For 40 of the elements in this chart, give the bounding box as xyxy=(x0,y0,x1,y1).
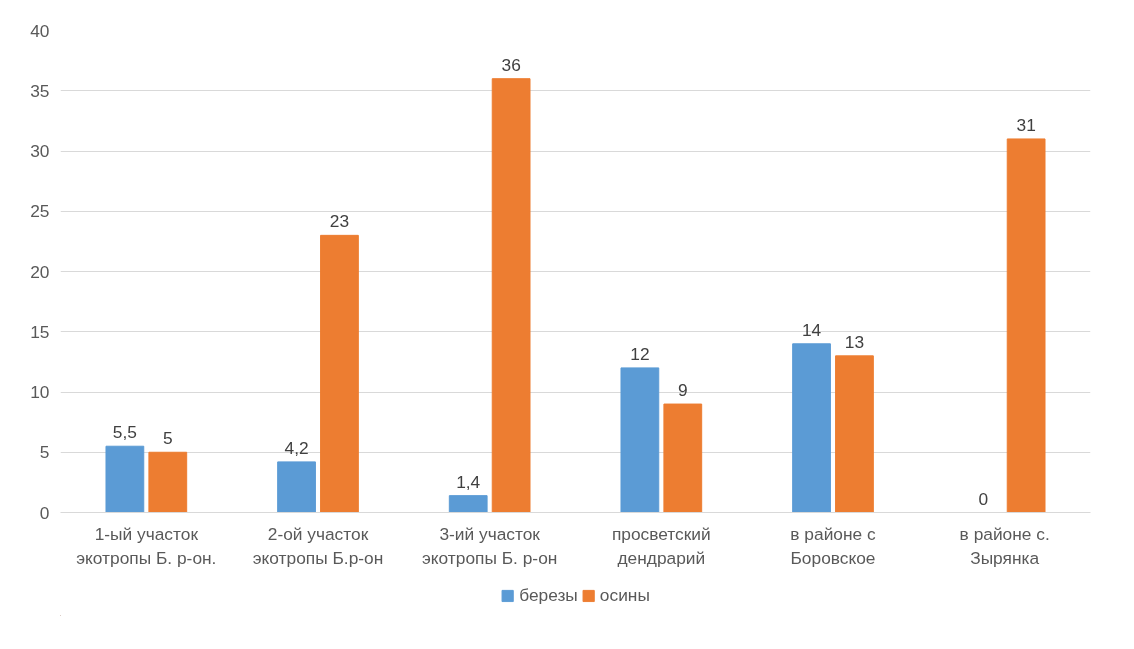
y-tick-label: 40 xyxy=(30,20,50,41)
y-tick-label: 15 xyxy=(30,321,50,342)
x-tick-label: 2-ой участок экотропы Б.р-он xyxy=(252,523,384,568)
bar xyxy=(792,343,831,513)
x-tick-label: в районе с Боровское xyxy=(790,523,876,568)
legend-label: осины xyxy=(599,584,650,606)
data-label: 4,2 xyxy=(284,437,309,458)
bar xyxy=(105,445,145,513)
x-tick-label: в районе с. Зырянка xyxy=(959,523,1050,568)
bar xyxy=(491,78,531,513)
bar xyxy=(620,367,660,513)
data-label: 36 xyxy=(501,54,521,75)
bar xyxy=(320,234,359,513)
x-tick-label: 1-ый участок экотропы Б. р-он. xyxy=(76,523,217,568)
bar xyxy=(835,355,874,513)
data-label: 9 xyxy=(677,380,688,401)
data-label: 12 xyxy=(630,343,650,364)
data-label: 14 xyxy=(801,319,822,340)
legend-label: березы xyxy=(519,584,578,606)
y-tick-label: 20 xyxy=(30,261,50,282)
bar xyxy=(148,451,188,513)
data-label: 0 xyxy=(978,488,989,509)
data-label: 31 xyxy=(1016,114,1036,135)
data-label: 5 xyxy=(162,428,173,449)
y-tick-label: 5 xyxy=(39,442,50,463)
data-label: 1,4 xyxy=(456,471,481,492)
bar xyxy=(448,495,488,513)
bar xyxy=(277,461,316,513)
bar xyxy=(663,403,703,513)
data-label: 23 xyxy=(329,211,350,232)
y-tick-label: 35 xyxy=(30,80,50,101)
bar xyxy=(1006,138,1046,513)
x-tick-label: просветский дендрарий xyxy=(611,523,711,568)
x-tick-label: 3-ий участок экотропы Б. р-он xyxy=(421,523,558,568)
data-label: 13 xyxy=(844,331,865,352)
data-label: 5,5 xyxy=(112,422,137,443)
y-tick-label: 10 xyxy=(30,382,50,402)
y-tick-label: 30 xyxy=(30,141,50,161)
y-tick-label: 0 xyxy=(39,502,50,523)
y-tick-label: 25 xyxy=(30,201,50,222)
